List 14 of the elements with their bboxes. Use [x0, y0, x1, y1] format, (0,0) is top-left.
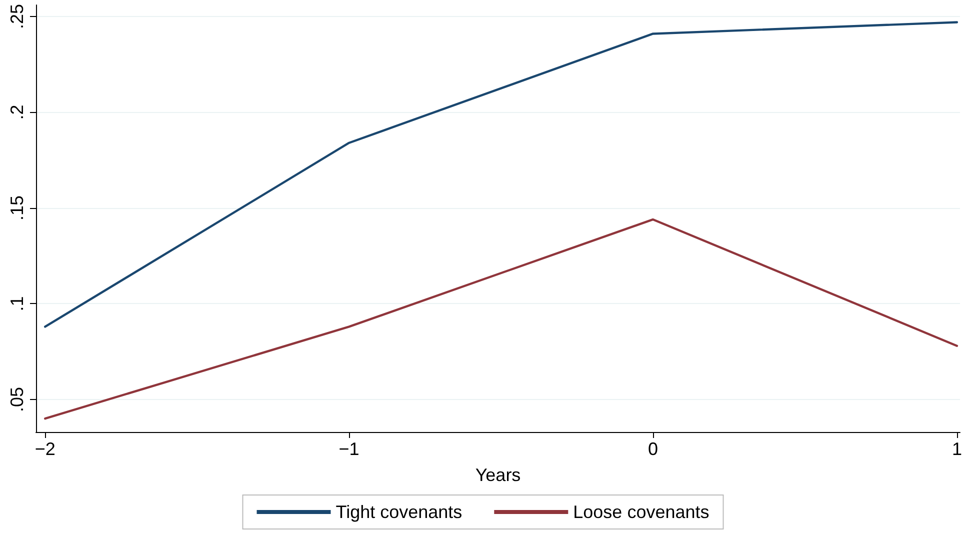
y-tick-label: .15 — [7, 195, 27, 220]
y-tick-label: .2 — [7, 104, 27, 120]
x-tick-label: −2 — [34, 439, 56, 459]
y-tick-label: .25 — [7, 4, 27, 30]
y-tick-label: .05 — [7, 386, 27, 412]
line-series — [44, 21, 958, 328]
x-tick-label: 1 — [952, 439, 962, 459]
y-tick-label: .1 — [7, 296, 27, 312]
x-axis-title: Years — [475, 465, 521, 485]
x-tick-label: −1 — [338, 439, 360, 459]
line-series — [44, 218, 958, 420]
legend-label: Loose covenants — [573, 502, 710, 522]
legend-label: Tight covenants — [336, 502, 462, 522]
x-tick-label: 0 — [648, 439, 658, 459]
